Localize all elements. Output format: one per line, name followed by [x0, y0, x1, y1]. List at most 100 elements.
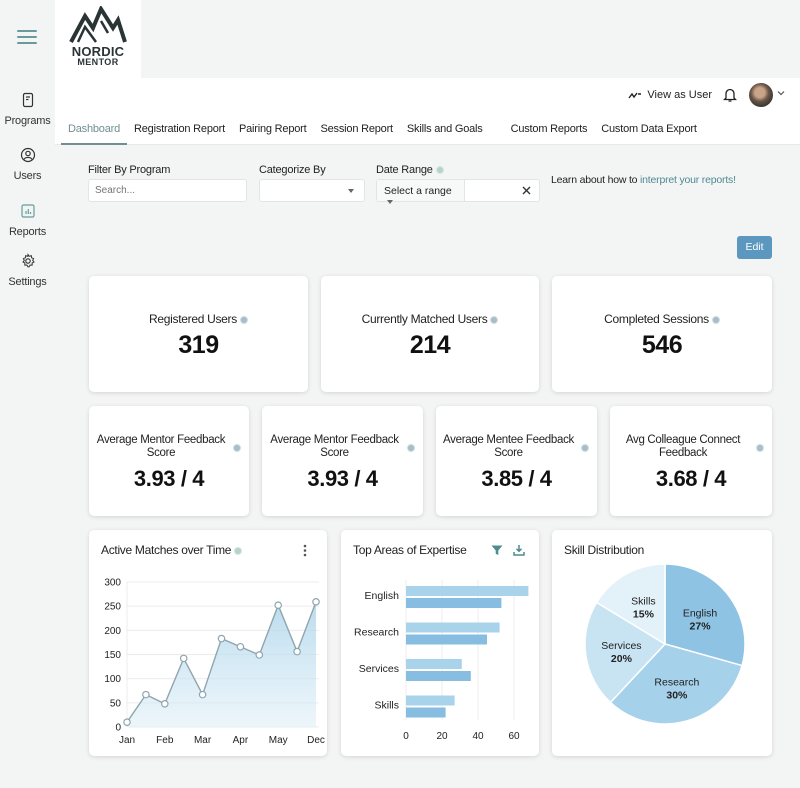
- score-title: Average Mentor Feedback Score: [268, 434, 401, 460]
- sidebar-item-users[interactable]: Users: [0, 147, 55, 184]
- sidebar: Programs Users Reports Settings: [0, 0, 55, 788]
- stat-title-text: Completed Sessions: [604, 312, 709, 326]
- svg-text:300: 300: [104, 578, 121, 589]
- brand-subtitle: MENTOR: [77, 57, 119, 67]
- score-title-line2: Score: [320, 447, 349, 459]
- svg-text:20: 20: [436, 731, 448, 742]
- score-value: 3.68 / 4: [655, 466, 727, 491]
- categorize-by-label: Categorize By: [259, 164, 326, 176]
- categorize-by-select[interactable]: [259, 179, 365, 202]
- score-title-line1: Average Mentee Feedback: [443, 434, 574, 446]
- gear-icon: [21, 253, 35, 268]
- help-text: Learn about how to interpret your report…: [551, 174, 736, 186]
- info-icon[interactable]: [756, 444, 764, 452]
- svg-text:Feb: Feb: [156, 735, 174, 746]
- tab-pairing-report[interactable]: Pairing Report: [238, 123, 307, 135]
- top-bar: View as User Dashboard Registration Repo…: [55, 78, 800, 145]
- sidebar-item-reports[interactable]: Reports: [0, 203, 55, 240]
- program-search-input[interactable]: [88, 179, 247, 202]
- stat-value: 214: [409, 331, 451, 359]
- svg-text:Apr: Apr: [233, 735, 249, 746]
- svg-text:40: 40: [472, 731, 484, 742]
- stat-card-matched-users: Currently Matched Users 214: [321, 276, 539, 392]
- svg-text:Skills: Skills: [374, 700, 399, 712]
- tab-dashboard[interactable]: Dashboard: [61, 118, 128, 145]
- interpret-reports-link[interactable]: interpret your reports!: [640, 174, 736, 186]
- info-icon[interactable]: [711, 315, 720, 324]
- view-as-user-button[interactable]: View as User: [628, 89, 712, 101]
- sidebar-item-settings[interactable]: Settings: [0, 253, 55, 290]
- help-prefix: Learn about how to: [551, 174, 641, 186]
- menu-icon[interactable]: [17, 30, 37, 44]
- score-title-line2: Feedback: [658, 447, 708, 459]
- stat-title-text: Currently Matched Users: [361, 312, 488, 326]
- score-title: Average Mentor Feedback Score: [95, 434, 227, 460]
- tab-custom-reports[interactable]: Custom Reports: [510, 123, 588, 135]
- date-range-select-label: Select a range: [384, 185, 452, 197]
- svg-text:100: 100: [104, 674, 121, 685]
- avatar[interactable]: [749, 83, 773, 107]
- svg-text:Jan: Jan: [119, 735, 135, 746]
- trend-icon: [628, 92, 642, 99]
- svg-text:15%: 15%: [633, 609, 655, 621]
- bar-chart[interactable]: 0 20 40 60 English Research Services Skills: [341, 530, 539, 756]
- stat-value: 319: [178, 331, 219, 359]
- info-icon[interactable]: [239, 315, 248, 324]
- tab-custom-data-export[interactable]: Custom Data Export: [601, 123, 697, 135]
- sidebar-item-label: Reports: [8, 226, 47, 238]
- score-title: Average Mentee Feedback Score: [442, 434, 575, 460]
- more-options-icon[interactable]: [303, 544, 307, 557]
- score-value: 3.93 / 4: [133, 466, 205, 491]
- chevron-down-icon[interactable]: [777, 90, 785, 96]
- stat-card-registered-users: Registered Users 319: [89, 276, 308, 392]
- tab-registration-report[interactable]: Registration Report: [134, 123, 225, 135]
- edit-button[interactable]: Edit: [737, 236, 772, 259]
- date-range-input[interactable]: [466, 180, 520, 201]
- stat-title: Completed Sessions: [552, 312, 772, 326]
- svg-text:Mar: Mar: [194, 735, 212, 746]
- date-range-label-text: Date Range: [376, 164, 433, 176]
- score-card-mentee-feedback: Average Mentee Feedback Score 3.85 / 4: [436, 406, 597, 516]
- svg-text:50: 50: [110, 698, 122, 709]
- sidebar-item-programs[interactable]: Programs: [0, 92, 55, 129]
- sidebar-item-label: Settings: [8, 276, 47, 288]
- stat-title-text: Registered Users: [149, 312, 237, 326]
- logo[interactable]: NORDIC MENTOR: [55, 0, 141, 78]
- bell-icon[interactable]: [723, 87, 737, 103]
- svg-text:200: 200: [104, 626, 121, 637]
- date-range-select[interactable]: Select a range: [377, 180, 465, 204]
- clear-icon[interactable]: [522, 186, 531, 195]
- svg-text:250: 250: [104, 602, 121, 613]
- info-icon[interactable]: [234, 546, 243, 555]
- stat-card-completed-sessions: Completed Sessions 546: [552, 276, 772, 392]
- caret-down-icon: [387, 200, 393, 204]
- line-chart[interactable]: 0 50 100 150 200 250 300 Jan Feb Mar Apr May Dec: [89, 530, 327, 756]
- date-range-picker: Select a range: [376, 179, 540, 204]
- info-icon[interactable]: [435, 166, 444, 175]
- chart-title-text: Active Matches over Time: [101, 543, 232, 557]
- svg-text:27%: 27%: [690, 620, 712, 632]
- svg-text:Dec: Dec: [307, 735, 325, 746]
- info-icon[interactable]: [581, 444, 589, 452]
- info-icon[interactable]: [407, 444, 415, 452]
- svg-text:60: 60: [508, 731, 520, 742]
- info-icon[interactable]: [233, 444, 241, 452]
- tab-skills-and-goals[interactable]: Skills and Goals: [406, 123, 483, 135]
- filter-icon[interactable]: [491, 545, 503, 556]
- active-matches-chart-card: Active Matches over Time 0 50 100 150 200 250…: [89, 530, 327, 756]
- caret-down-icon: [348, 189, 354, 193]
- svg-text:English: English: [365, 590, 400, 602]
- svg-text:0: 0: [115, 723, 121, 734]
- score-card-mentor-feedback-2: Average Mentor Feedback Score 3.93 / 4: [262, 406, 423, 516]
- tab-session-report[interactable]: Session Report: [320, 123, 394, 135]
- view-as-user-label: View as User: [647, 89, 712, 101]
- sidebar-item-label: Users: [13, 170, 42, 182]
- mountain-logo-icon: [69, 6, 127, 43]
- score-title: Avg Colleague Connect Feedback: [616, 434, 750, 460]
- svg-text:Research: Research: [354, 627, 399, 639]
- bar-chart-icon: [20, 204, 35, 218]
- svg-text:30%: 30%: [666, 689, 688, 701]
- info-icon[interactable]: [490, 315, 499, 324]
- download-icon[interactable]: [513, 544, 525, 556]
